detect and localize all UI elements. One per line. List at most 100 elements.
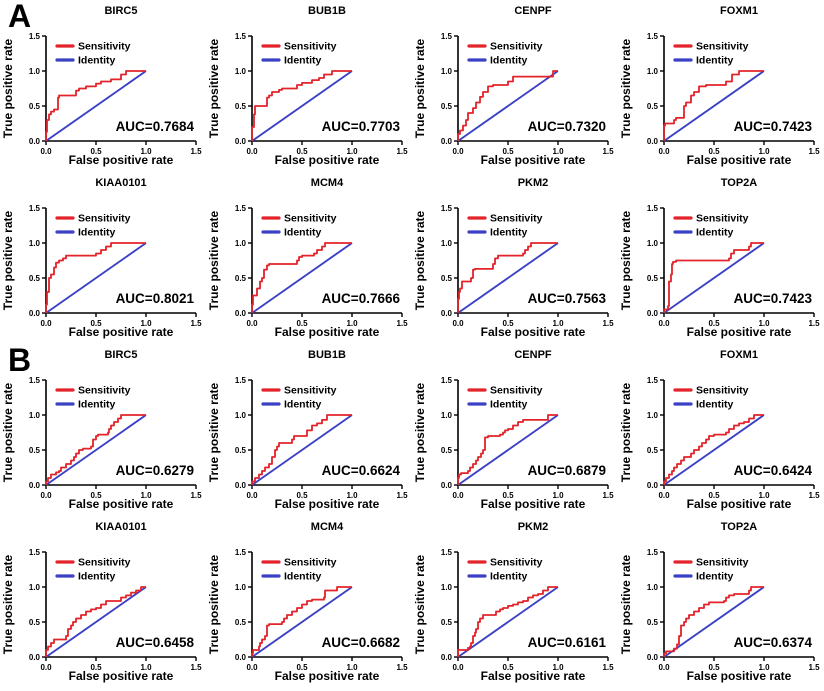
x-axis-label: False positive rate: [687, 325, 792, 339]
roc-chart-B-TOP2A: TOP2A True positive rate False positive ra…: [619, 521, 820, 683]
y-tick-label: 0.0: [235, 137, 247, 146]
panel-grid-A: BIRC5 True positive rate False positive ra…: [0, 0, 824, 344]
x-axis-label: False positive rate: [687, 153, 792, 167]
y-axis-label: True positive rate: [207, 382, 221, 482]
roc-panel-B-KIAA0101: KIAA0101 True positive rate False positive…: [0, 516, 206, 688]
x-tick-label: 0.0: [246, 663, 258, 672]
panel-title: KIAA0101: [95, 521, 146, 533]
auc-label: AUC=0.7703: [322, 119, 401, 134]
roc-panel-A-MCM4: MCM4 True positive rate False positive rat…: [206, 172, 412, 344]
x-axis-label: False positive rate: [69, 325, 174, 339]
roc-panel-B-MCM4: MCM4 True positive rate False positive rat…: [206, 516, 412, 688]
x-tick-label: 0.5: [502, 147, 514, 156]
roc-chart-B-PKM2: PKM2 True positive rate False positive rat…: [413, 521, 614, 683]
y-tick-label: 0.5: [647, 102, 659, 111]
roc-curve: [45, 414, 146, 485]
y-tick-label: 1.0: [235, 583, 247, 592]
x-tick-label: 1.0: [346, 491, 358, 500]
y-tick-label: 0.5: [29, 102, 41, 111]
identity-line: [45, 242, 147, 314]
roc-panel-B-TOP2A: TOP2A True positive rate False positive ra…: [618, 516, 824, 688]
y-tick-label: 0.5: [647, 274, 659, 283]
y-tick-label: 1.5: [29, 32, 41, 41]
y-tick-label: 0.0: [29, 309, 41, 318]
x-tick-label: 0.0: [40, 147, 52, 156]
identity-line: [457, 586, 559, 658]
x-tick-label: 1.5: [808, 663, 820, 672]
y-tick-label: 0.0: [235, 653, 247, 662]
auc-label: AUC=0.7684: [116, 119, 195, 134]
y-tick-label: 0.5: [235, 446, 247, 455]
panel-title: CENPF: [514, 349, 552, 361]
x-tick-label: 1.0: [140, 319, 152, 328]
x-axis-label: False positive rate: [481, 153, 586, 167]
x-tick-label: 1.0: [346, 319, 358, 328]
x-tick-label: 0.0: [40, 663, 52, 672]
roc-panel-A-PKM2: PKM2 True positive rate False positive rat…: [412, 172, 618, 344]
roc-chart-A-MCM4: MCM4 True positive rate False positive rat…: [207, 177, 408, 339]
x-tick-label: 0.0: [246, 491, 258, 500]
roc-curve: [663, 70, 764, 141]
roc-panel-A-BUB1B: BUB1B True positive rate False positive ra…: [206, 0, 412, 172]
x-tick-label: 1.5: [602, 663, 614, 672]
legend-identity-label: Identity: [78, 399, 115, 411]
auc-label: AUC=0.6682: [322, 635, 400, 650]
panel-title: TOP2A: [721, 521, 758, 533]
x-tick-label: 0.5: [296, 491, 308, 500]
x-tick-label: 1.5: [190, 147, 202, 156]
x-tick-label: 0.5: [708, 147, 720, 156]
legend-sensitivity-label: Sensitivity: [490, 213, 543, 225]
y-tick-label: 0.5: [235, 102, 247, 111]
y-tick-label: 0.5: [29, 274, 41, 283]
y-axis-label: True positive rate: [1, 210, 15, 310]
x-tick-label: 0.5: [502, 319, 514, 328]
x-tick-label: 1.5: [190, 663, 202, 672]
auc-label: AUC=0.6879: [528, 463, 606, 478]
roc-curve: [251, 414, 352, 485]
figure-section-A: A BIRC5 True positive rate False positive r…: [0, 0, 824, 344]
x-tick-label: 1.5: [396, 491, 408, 500]
legend-identity-label: Identity: [78, 227, 115, 239]
y-axis-label: True positive rate: [207, 210, 221, 310]
x-tick-label: 1.0: [552, 147, 564, 156]
legend-sensitivity-label: Sensitivity: [696, 213, 749, 225]
roc-curve: [663, 242, 764, 313]
y-axis-label: True positive rate: [413, 554, 427, 654]
x-tick-label: 1.5: [602, 147, 614, 156]
legend-sensitivity-label: Sensitivity: [696, 41, 749, 53]
roc-panel-B-BUB1B: BUB1B True positive rate False positive ra…: [206, 344, 412, 516]
auc-label: AUC=0.6424: [734, 463, 813, 478]
roc-curve: [663, 414, 764, 485]
auc-label: AUC=0.6161: [528, 635, 607, 650]
x-axis-label: False positive rate: [69, 669, 174, 683]
roc-chart-A-FOXM1: FOXM1 True positive rate False positive ra…: [619, 5, 820, 167]
y-tick-label: 1.0: [441, 239, 453, 248]
y-axis-label: True positive rate: [413, 382, 427, 482]
legend-sensitivity-label: Sensitivity: [284, 41, 337, 53]
identity-line: [45, 70, 147, 142]
x-tick-label: 1.5: [190, 491, 202, 500]
y-tick-label: 1.0: [647, 583, 659, 592]
x-tick-label: 1.0: [758, 319, 770, 328]
identity-line: [457, 70, 559, 142]
y-tick-label: 0.5: [441, 618, 453, 627]
legend-identity-label: Identity: [284, 571, 321, 583]
roc-curve: [457, 586, 558, 657]
y-tick-label: 0.0: [235, 481, 247, 490]
section-label-A: A: [8, 0, 32, 34]
roc-chart-B-FOXM1: FOXM1 True positive rate False positive ra…: [619, 349, 820, 511]
x-tick-label: 0.5: [296, 663, 308, 672]
y-axis-label: True positive rate: [619, 210, 633, 310]
y-tick-label: 0.0: [29, 653, 41, 662]
identity-line: [663, 242, 765, 314]
y-tick-label: 0.5: [235, 274, 247, 283]
x-tick-label: 0.0: [452, 147, 464, 156]
roc-panel-B-BIRC5: BIRC5 True positive rate False positive ra…: [0, 344, 206, 516]
x-axis-label: False positive rate: [275, 497, 380, 511]
y-tick-label: 0.0: [441, 309, 453, 318]
y-tick-label: 0.5: [29, 446, 41, 455]
roc-chart-B-BIRC5: BIRC5 True positive rate False positive ra…: [1, 349, 202, 511]
y-axis-label: True positive rate: [1, 382, 15, 482]
y-tick-label: 0.5: [441, 274, 453, 283]
auc-label: AUC=0.7563: [528, 291, 607, 306]
